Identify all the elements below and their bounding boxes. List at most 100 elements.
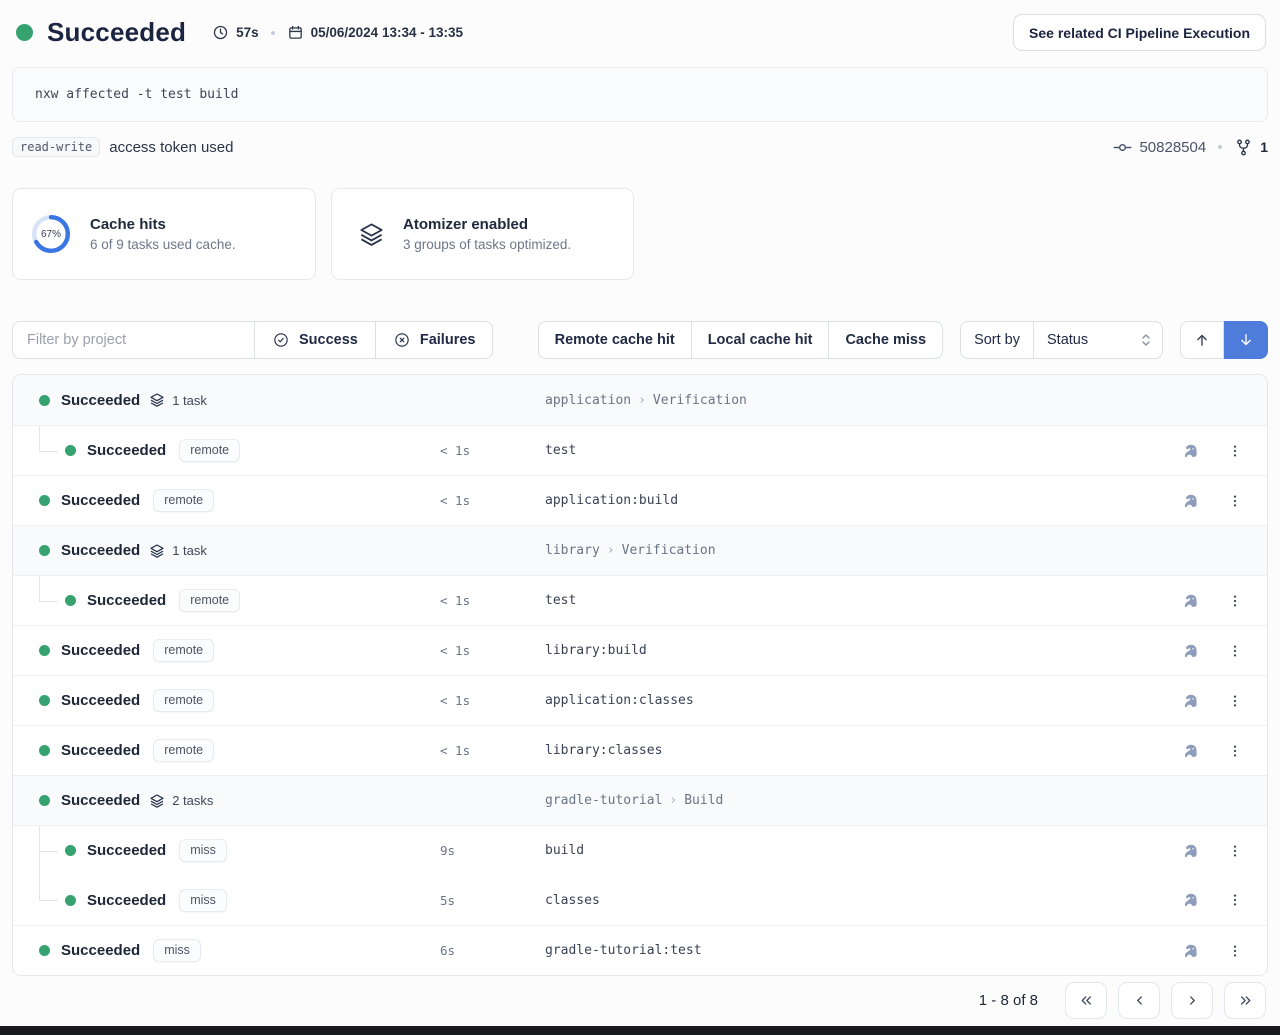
atomizer-title: Atomizer enabled — [403, 216, 529, 233]
cache-hits-card[interactable]: 67% Cache hits 6 of 9 tasks used cache. — [12, 188, 316, 280]
actions-cell — [1169, 441, 1267, 461]
arrow-up-icon — [1197, 334, 1207, 346]
tree-connector-stub — [39, 601, 58, 602]
sort-by-label: Sort by — [960, 321, 1034, 359]
task-name-cell: test — [545, 593, 577, 608]
filter-input[interactable] — [12, 321, 255, 359]
status-dot — [39, 495, 50, 506]
status-cell: Succeeded 1 task — [13, 375, 440, 425]
task-name-cell: gradle-tutorial:test — [545, 943, 702, 958]
status-label: Succeeded — [87, 842, 167, 859]
project-name: application — [545, 392, 632, 408]
bottom-edge-bar — [0, 1026, 1280, 1035]
cache-badge: remote — [153, 489, 215, 512]
tree-connector-stub — [39, 451, 58, 452]
task-name-cell: library:build — [545, 643, 647, 658]
tasks-count: 1 task — [172, 543, 207, 558]
related-pipeline-button[interactable]: See related CI Pipeline Execution — [1013, 14, 1266, 51]
sort-select[interactable]: Status — [1034, 321, 1163, 359]
run-meta: 57s 05/06/2024 13:34 - 13:35 — [212, 24, 463, 41]
project-name: gradle-tutorial — [545, 793, 663, 808]
gradle-icon[interactable] — [1180, 591, 1200, 611]
cache-badge: remote — [179, 589, 241, 612]
status-dot — [39, 745, 50, 756]
kebab-menu-icon[interactable] — [1227, 442, 1243, 460]
task-row[interactable]: Succeeded miss 6s gradle-tutorial:test — [13, 925, 1267, 975]
duration-cell: < 1s — [440, 493, 471, 508]
tree-connector-line — [39, 826, 40, 875]
kebab-menu-icon[interactable] — [1227, 891, 1243, 909]
kebab-menu-icon[interactable] — [1227, 492, 1243, 510]
sort-descending-button[interactable] — [1224, 321, 1268, 359]
status-dot — [39, 645, 50, 656]
kebab-menu-icon[interactable] — [1227, 592, 1243, 610]
next-page-button[interactable] — [1171, 982, 1213, 1019]
status-label: Succeeded — [61, 391, 141, 409]
filter-right-cluster: Remote cache hit Local cache hit Cache m… — [537, 321, 1268, 359]
project-path-cell: application › Verification — [545, 393, 1169, 408]
gradle-icon[interactable] — [1180, 491, 1200, 511]
status-cell: Succeeded 1 task — [13, 526, 440, 575]
sort-value: Status — [1047, 332, 1089, 348]
cache-badge: remote — [153, 689, 215, 712]
gradle-icon[interactable] — [1180, 841, 1200, 861]
status-cell: Succeeded remote — [13, 426, 440, 475]
path-chevron-icon: › — [669, 793, 678, 808]
gradle-icon[interactable] — [1180, 941, 1200, 961]
task-row[interactable]: Succeeded remote < 1s test — [13, 425, 1267, 475]
tree-connector-line — [39, 426, 40, 451]
remote-cache-hit-button[interactable]: Remote cache hit — [537, 321, 692, 359]
group-row[interactable]: Succeeded 2 tasks gradle-tutorial › Build — [13, 775, 1267, 825]
chevron-left-icon — [1136, 996, 1142, 1005]
task-name-cell: build — [545, 843, 585, 858]
kebab-menu-icon[interactable] — [1227, 742, 1243, 760]
task-category: Build — [684, 793, 724, 808]
task-row[interactable]: Succeeded remote < 1s application:build — [13, 475, 1267, 525]
kebab-menu-icon[interactable] — [1227, 692, 1243, 710]
task-row[interactable]: Succeeded miss 9s build — [13, 825, 1267, 875]
local-cache-hit-button[interactable]: Local cache hit — [691, 321, 830, 359]
commit-hash[interactable]: 50828504 — [1139, 138, 1207, 156]
status-cell: Succeeded remote — [13, 726, 440, 775]
gradle-icon[interactable] — [1180, 741, 1200, 761]
gradle-icon[interactable] — [1180, 441, 1200, 461]
gradle-icon[interactable] — [1180, 691, 1200, 711]
tasks-count: 1 task — [172, 392, 207, 408]
atomizer-card[interactable]: Atomizer enabled 3 groups of tasks optim… — [331, 188, 634, 280]
task-category: Verification — [621, 543, 716, 558]
first-page-button[interactable] — [1065, 982, 1107, 1019]
gradle-icon[interactable] — [1180, 641, 1200, 661]
layers-icon — [149, 793, 165, 809]
kebab-menu-icon[interactable] — [1227, 842, 1243, 860]
group-row[interactable]: Succeeded 1 task application › Verification — [13, 375, 1267, 425]
task-row[interactable]: Succeeded miss 5s classes — [13, 875, 1267, 925]
task-row[interactable]: Succeeded remote < 1s application:classes — [13, 675, 1267, 725]
task-row[interactable]: Succeeded remote < 1s library:build — [13, 625, 1267, 675]
duration-cell: 9s — [440, 843, 456, 858]
task-row[interactable]: Succeeded remote < 1s library:classes — [13, 725, 1267, 775]
last-page-button[interactable] — [1224, 982, 1266, 1019]
kebab-menu-icon[interactable] — [1227, 642, 1243, 660]
task-name-cell: application:classes — [545, 693, 694, 708]
group-row[interactable]: Succeeded 1 task library › Verification — [13, 525, 1267, 575]
meta-separator — [270, 30, 275, 35]
actions-cell — [1169, 641, 1267, 661]
clock-icon — [213, 25, 228, 40]
kebab-menu-icon[interactable] — [1227, 942, 1243, 960]
cache-miss-button[interactable]: Cache miss — [829, 321, 944, 359]
cache-badge: miss — [179, 839, 227, 862]
task-row[interactable]: Succeeded remote < 1s test — [13, 575, 1267, 625]
gradle-icon[interactable] — [1180, 890, 1200, 910]
prev-page-button[interactable] — [1118, 982, 1160, 1019]
status-label: Succeeded — [61, 742, 141, 759]
status-label: Succeeded — [61, 492, 141, 509]
chevron-right-icon — [1189, 996, 1195, 1005]
actions-cell — [1169, 491, 1267, 511]
cache-badge: miss — [179, 888, 227, 912]
failures-filter-button[interactable]: Failures — [375, 321, 494, 359]
cache-badge: remote — [153, 739, 215, 762]
filter-toolbar: Success Failures Remote cache hit Local … — [12, 321, 1268, 359]
success-filter-button[interactable]: Success — [255, 321, 376, 359]
sort-ascending-button[interactable] — [1180, 321, 1224, 359]
sort-group: Sort by Status — [960, 321, 1163, 359]
